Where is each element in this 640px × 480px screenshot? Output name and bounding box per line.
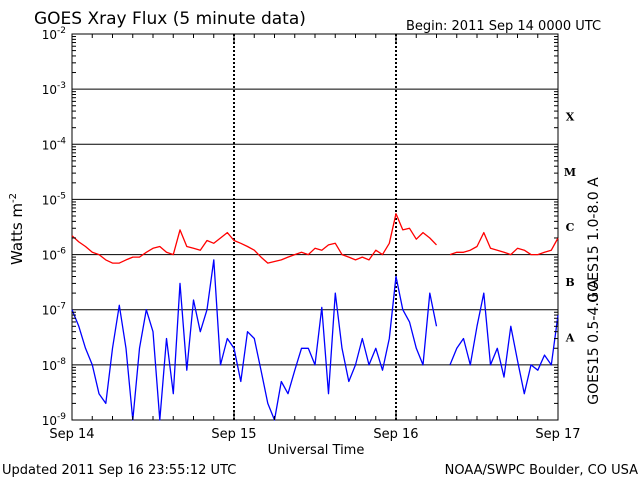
x-axis-label: Universal Time — [268, 443, 365, 458]
series-line-short — [71, 259, 559, 421]
flare-class-label: C — [566, 221, 575, 234]
y-axis-label-sup: -2 — [8, 193, 19, 203]
y-tick-label: 10-5 — [42, 191, 66, 207]
flare-class-label: M — [564, 166, 576, 179]
begin-time: Begin: 2011 Sep 14 0000 UTC — [406, 19, 601, 34]
credit: NOAA/SWPC Boulder, CO USA — [445, 463, 638, 478]
flare-class-label: X — [566, 111, 575, 124]
series-line-long — [71, 213, 559, 264]
y-tick-label: 10-9 — [42, 412, 67, 428]
y-tick-label: 10-6 — [42, 247, 67, 263]
flare-class-labels: X M C B A — [564, 111, 576, 345]
x-tick-label: Sep 14 — [49, 427, 94, 442]
y-tick-label: 10-8 — [42, 357, 67, 373]
plot-area — [71, 33, 559, 421]
y-axis: 10-2 10-3 10-4 10-5 10-6 10-7 10-8 10-9 — [42, 26, 558, 428]
flare-class-label: B — [565, 276, 574, 289]
y-tick-label: 10-3 — [42, 81, 66, 97]
x-tick-label: Sep 17 — [535, 427, 580, 442]
x-tick-label: Sep 15 — [211, 427, 256, 442]
updated-timestamp: Updated 2011 Sep 16 23:55:12 UTC — [2, 463, 236, 478]
x-axis: Sep 14 Sep 15 Sep 16 Sep 17 — [49, 34, 581, 442]
chart-title: GOES Xray Flux (5 minute data) — [34, 9, 306, 29]
legend-long-channel: GOES15 1.0-8.0 A — [586, 177, 602, 303]
x-tick-label: Sep 16 — [373, 427, 418, 442]
series-lines — [71, 213, 559, 421]
y-tick-label: 10-4 — [42, 136, 67, 152]
y-tick-label: 10-7 — [42, 302, 66, 318]
flare-class-label: A — [565, 331, 575, 344]
y-tick-label: 10-2 — [42, 26, 66, 42]
grid-lines — [72, 88, 558, 366]
day-dividers — [233, 34, 397, 420]
y-axis-label: Watts m-2 — [8, 193, 26, 265]
y-axis-label-text: Watts m — [8, 203, 26, 265]
legend-short-channel: GOES15 0.5-4.0 A — [586, 279, 602, 405]
